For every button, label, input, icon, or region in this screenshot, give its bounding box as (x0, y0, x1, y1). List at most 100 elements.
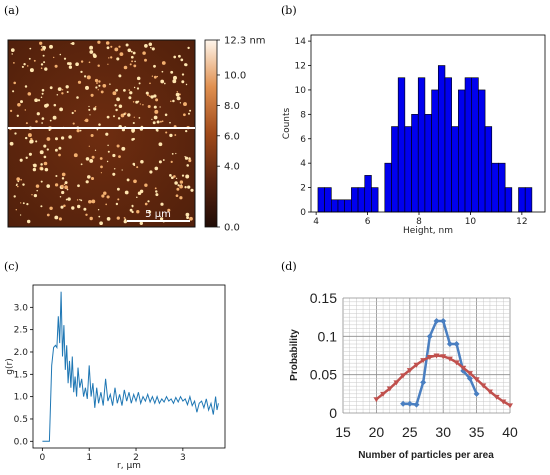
afm-particle (179, 102, 182, 104)
afm-particle (64, 185, 68, 190)
histogram-frame (310, 34, 546, 213)
afm-particle (169, 121, 171, 124)
afm-particle (68, 135, 72, 139)
afm-particle (116, 187, 120, 191)
afm-particle (155, 190, 158, 193)
gr-line (42, 291, 219, 442)
afm-particle (41, 45, 43, 47)
afm-particle (110, 56, 113, 59)
afm-particle (13, 195, 16, 198)
afm-particle (22, 183, 25, 186)
afm-particle (74, 109, 77, 112)
afm-particle (54, 215, 59, 220)
afm-particle (46, 137, 51, 141)
afm-particle (185, 83, 188, 86)
afm-particle (83, 207, 87, 211)
histogram-bar (417, 77, 426, 213)
afm-particle (102, 83, 107, 88)
afm-particle (24, 136, 28, 140)
afm-particle (187, 185, 191, 189)
afm-particle (142, 51, 146, 55)
afm-particle (125, 43, 129, 47)
afm-particle (136, 76, 141, 81)
afm-particle (44, 167, 49, 172)
series-point-red (460, 365, 467, 371)
afm-particle (153, 64, 156, 68)
afm-particle (148, 210, 152, 214)
afm-particle (19, 158, 23, 162)
afm-particle (85, 180, 89, 184)
afm-particle (89, 114, 91, 116)
afm-particle (40, 48, 44, 52)
afm-particle (76, 129, 80, 133)
afm-particle (31, 193, 33, 196)
histogram-bar (464, 77, 473, 213)
afm-particle (112, 172, 116, 176)
afm-particle (32, 167, 37, 172)
afm-particle (150, 95, 154, 99)
afm-particle (161, 61, 166, 65)
afm-particle (159, 217, 164, 221)
y-tick-label: 0.1 (318, 328, 338, 344)
afm-particle (54, 64, 58, 68)
afm-particle (58, 217, 62, 221)
series-point-red (507, 403, 513, 409)
afm-particle (177, 184, 180, 187)
histogram-bar (364, 175, 372, 213)
afm-particle (88, 105, 90, 108)
afm-particle (181, 73, 185, 76)
afm-particle (184, 63, 188, 67)
afm-particle (32, 164, 34, 166)
afm-particle (89, 158, 94, 163)
panel-label-a: (a) (4, 4, 19, 17)
afm-particle (36, 112, 40, 116)
afm-particle (147, 200, 150, 203)
series-point-red (440, 354, 447, 360)
afm-particle (154, 187, 157, 190)
afm-particle (100, 165, 103, 169)
afm-particle (29, 68, 34, 73)
afm-particle (49, 44, 53, 49)
afm-particle (153, 75, 157, 79)
afm-particle (79, 199, 81, 201)
afm-particle (131, 128, 136, 133)
afm-particle (158, 142, 163, 147)
afm-particle (107, 150, 110, 153)
y-tick-label: 6 (300, 135, 306, 145)
afm-particle (156, 129, 159, 132)
histogram-bar (411, 114, 419, 213)
afm-particle (75, 62, 79, 67)
afm-particle (76, 96, 79, 99)
afm-particle (184, 156, 186, 158)
afm-particle (43, 155, 47, 159)
afm-particle (183, 102, 187, 107)
y-tick-label: 1.0 (14, 393, 29, 403)
afm-particle (89, 50, 94, 54)
afm-particle (113, 115, 115, 118)
afm-particle (88, 108, 91, 111)
colorbar-tick-label: 8.0 (224, 101, 240, 112)
afm-particle (20, 178, 22, 181)
series-point-red (413, 362, 420, 368)
panel-label-c: (c) (4, 260, 19, 273)
afm-particle (115, 108, 118, 112)
afm-particle (96, 82, 98, 84)
afm-particle (19, 214, 22, 216)
afm-particle (93, 107, 97, 111)
afm-particle (154, 109, 159, 114)
afm-particle (159, 106, 161, 108)
gr-frame (32, 284, 226, 449)
afm-particle (9, 109, 13, 113)
afm-particle (42, 45, 47, 50)
afm-particle (132, 137, 135, 141)
afm-particle (148, 42, 153, 47)
afm-particle (20, 202, 22, 204)
afm-particle (43, 144, 47, 148)
afm-particle (133, 64, 137, 68)
afm-particle (52, 56, 55, 59)
afm-particle (16, 114, 19, 117)
afm-particle (98, 215, 101, 218)
afm-particle (9, 141, 14, 146)
afm-particle (170, 160, 173, 163)
afm-particle (131, 210, 134, 214)
